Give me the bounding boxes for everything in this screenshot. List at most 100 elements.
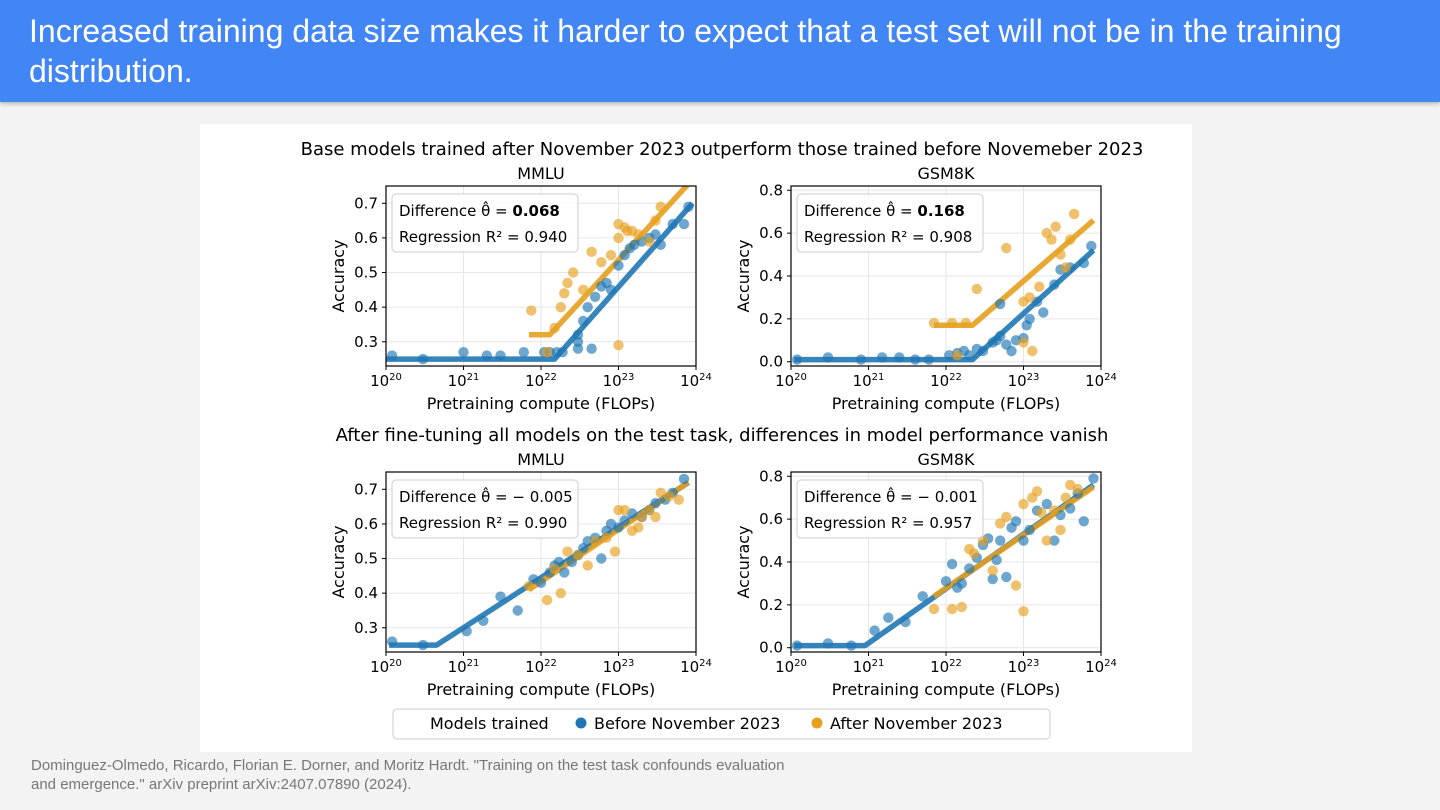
data-point-before: [461, 626, 472, 637]
chart-panel-3: 0.3 0.4 0.5 0.6 0.7 1020 1021 1022 1023 1024 MMLU P…: [329, 450, 712, 699]
data-point-after: [1036, 507, 1047, 518]
data-point-before: [923, 354, 934, 365]
data-point-after: [956, 601, 967, 613]
y-tick-label: 0.6: [759, 510, 783, 528]
data-point-before: [1001, 571, 1012, 583]
data-point-after: [568, 267, 579, 278]
data-point-after: [1031, 486, 1043, 497]
data-point-after: [562, 277, 573, 289]
figure-svg: Base models trained after November 2023 …: [301, 139, 1143, 740]
x-tick-label: 1021: [853, 372, 885, 390]
y-axis-label: Accuracy: [329, 239, 348, 312]
annotation-box: [796, 193, 984, 253]
plot-area: [791, 473, 1099, 651]
x-tick-label: 1020: [775, 372, 807, 390]
data-point-after: [549, 322, 560, 334]
data-point-before: [417, 353, 429, 365]
regression-r2-text: Regression R² = 0.957: [804, 514, 972, 532]
data-point-before: [1041, 498, 1052, 510]
x-tick-label: 1022: [525, 372, 557, 390]
data-point-after: [559, 288, 570, 299]
fit-line-after: [529, 186, 691, 338]
x-tick-label: 1024: [1085, 658, 1117, 676]
data-point-before: [964, 563, 975, 574]
data-point-after: [636, 511, 647, 523]
annotation-box: [796, 479, 984, 539]
data-point-before: [956, 578, 967, 589]
data-point-before: [613, 260, 624, 271]
citation-text: Dominguez-Olmedo, Ricardo, Florian E. Do…: [31, 757, 785, 793]
plot-area: [386, 186, 695, 365]
legend-marker-before: [575, 717, 587, 729]
data-point-before: [940, 576, 952, 587]
data-point-before: [1024, 524, 1035, 536]
data-point-before: [1065, 503, 1076, 514]
data-point-after: [619, 504, 630, 516]
data-point-before: [1086, 240, 1097, 252]
data-point-before: [478, 615, 489, 626]
data-point-before: [1078, 516, 1089, 527]
data-point-before: [683, 201, 694, 212]
x-tick-label: 1022: [930, 372, 962, 390]
x-tick-label: 1021: [853, 658, 885, 676]
data-point-after: [1041, 535, 1052, 546]
data-point-before: [605, 284, 617, 295]
chart-panel-1: 0.3 0.4 0.5 0.6 0.7 1020 1021 1022 1023 1024 MMLU P…: [329, 164, 712, 413]
data-point-after: [1060, 262, 1071, 273]
data-point-after: [555, 302, 566, 313]
data-point-before: [458, 347, 469, 358]
legend-label-after: After November 2023: [830, 714, 1003, 733]
data-point-after: [1050, 221, 1061, 232]
x-tick-label: 1023: [1008, 372, 1040, 390]
data-point-after: [1018, 606, 1029, 617]
data-point-before: [791, 354, 803, 365]
data-point-before: [1088, 473, 1099, 484]
x-axis-label: Pretraining compute (FLOPs): [832, 680, 1061, 699]
y-tick-label: 0.7: [354, 480, 378, 498]
data-point-before: [869, 625, 880, 636]
data-point-after: [613, 340, 624, 351]
data-point-after: [1001, 242, 1012, 254]
y-tick-label: 0.0: [759, 639, 783, 657]
data-point-after: [633, 229, 644, 240]
legend-label-before: Before November 2023: [594, 714, 780, 733]
x-axis-label: Pretraining compute (FLOPs): [832, 394, 1061, 413]
data-point-after: [928, 317, 940, 329]
data-point-before: [535, 577, 547, 588]
y-tick-label: 0.4: [759, 267, 783, 285]
annotation-box: [391, 193, 579, 253]
y-tick-label: 0.4: [759, 553, 783, 571]
chart-panel-2: 0.0 0.2 0.4 0.6 0.8 1020 1021 1022 1023 1024 GSM8K…: [734, 164, 1117, 413]
data-point-before: [667, 218, 678, 230]
data-point-before: [995, 298, 1006, 310]
chart-panel-4: 0.0 0.2 0.4 0.6 0.8 1020 1021 1022 1023 1024 GSM8K…: [734, 450, 1117, 699]
data-point-before: [791, 640, 803, 651]
slide-title: Increased training data size makes it ha…: [29, 13, 1342, 89]
data-point-before: [946, 558, 958, 570]
fit-line-after: [934, 218, 1096, 329]
data-point-before: [944, 350, 955, 361]
data-point-before: [566, 556, 577, 568]
data-point-before: [417, 639, 429, 651]
data-point-after: [952, 350, 963, 361]
y-tick-label: 0.3: [354, 619, 378, 637]
data-point-after: [968, 548, 980, 559]
data-point-before: [1006, 345, 1017, 357]
data-point-after: [673, 494, 684, 505]
x-tick-label: 1021: [448, 372, 480, 390]
data-point-before: [578, 315, 589, 327]
x-tick-label: 1021: [448, 658, 480, 676]
data-point-after: [1049, 505, 1060, 516]
data-point-before: [991, 554, 1002, 566]
data-point-before: [678, 218, 690, 230]
data-point-before: [572, 329, 584, 340]
legend-title: Models trained: [430, 714, 549, 733]
x-tick-label: 1020: [775, 658, 807, 676]
data-point-after: [605, 250, 617, 261]
data-point-before: [883, 612, 894, 623]
data-point-after: [946, 603, 958, 615]
data-point-before: [1024, 313, 1035, 325]
data-point-before: [987, 573, 998, 585]
difference-text: Difference θ̂ = − 0.005: [399, 486, 573, 506]
data-point-after: [541, 594, 553, 606]
